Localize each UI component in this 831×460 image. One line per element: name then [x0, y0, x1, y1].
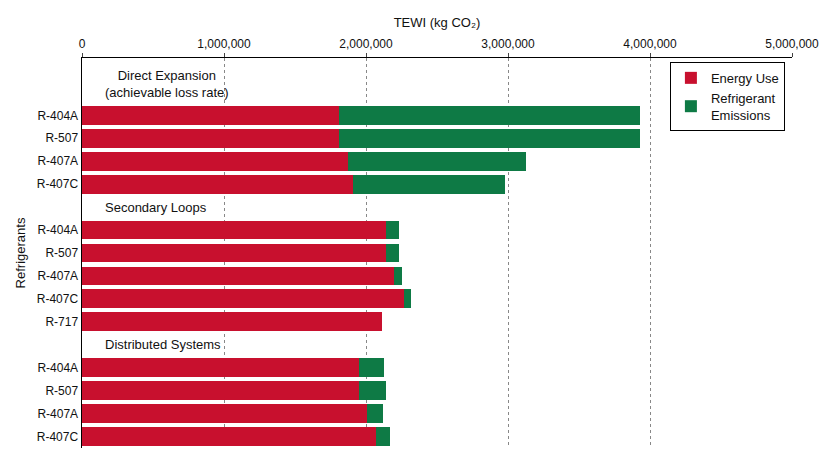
svg-text:R-404A: R-404A	[37, 361, 78, 375]
svg-text:R-507: R-507	[45, 384, 78, 398]
svg-text:R-717: R-717	[45, 315, 78, 329]
svg-text:2,000,000: 2,000,000	[339, 37, 393, 51]
svg-text:Energy Use: Energy Use	[711, 71, 779, 86]
svg-text:RefrigerantEmissions: RefrigerantEmissions	[711, 91, 776, 123]
svg-text:R-507: R-507	[45, 246, 78, 260]
svg-text:R-507: R-507	[45, 131, 78, 145]
svg-text:Distributed Systems: Distributed Systems	[105, 337, 221, 352]
svg-text:1,000,000: 1,000,000	[197, 37, 251, 51]
svg-text:R-407A: R-407A	[37, 154, 78, 168]
svg-text:R-407C: R-407C	[37, 177, 79, 191]
svg-text:R-407C: R-407C	[37, 430, 79, 444]
svg-text:Direct Expansion(achievable lo: Direct Expansion(achievable loss rate)	[105, 68, 229, 100]
svg-text:4,000,000: 4,000,000	[623, 37, 677, 51]
svg-text:3,000,000: 3,000,000	[481, 37, 535, 51]
svg-text:R-407C: R-407C	[37, 292, 79, 306]
svg-text:R-404A: R-404A	[37, 109, 78, 123]
svg-text:TEWI (kg CO₂): TEWI (kg CO₂)	[394, 15, 481, 30]
svg-text:0: 0	[79, 37, 86, 51]
svg-text:R-407A: R-407A	[37, 269, 78, 283]
svg-text:5,000,000: 5,000,000	[765, 37, 819, 51]
svg-text:R-404A: R-404A	[37, 223, 78, 237]
svg-text:Refrigerants: Refrigerants	[13, 217, 28, 288]
svg-text:R-407A: R-407A	[37, 407, 78, 421]
svg-text:Secondary Loops: Secondary Loops	[105, 200, 207, 215]
